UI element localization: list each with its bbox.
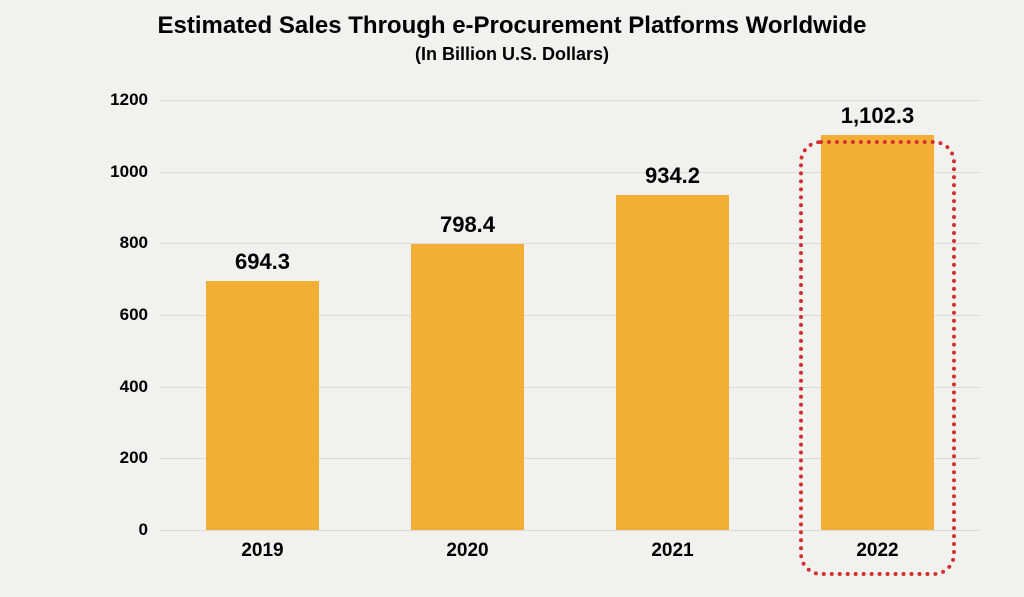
chart-container: Estimated Sales Through e-Procurement Pl… bbox=[0, 0, 1024, 597]
bar: 1,102.3 bbox=[821, 135, 934, 530]
x-tick-label: 2022 bbox=[856, 530, 898, 562]
y-tick-label: 800 bbox=[120, 233, 160, 253]
y-tick-label: 0 bbox=[139, 520, 160, 540]
bar-value-label: 694.3 bbox=[235, 249, 290, 281]
x-tick-label: 2019 bbox=[241, 530, 283, 562]
y-tick-label: 200 bbox=[120, 448, 160, 468]
bar: 798.4 bbox=[411, 244, 524, 530]
chart-subtitle: (In Billion U.S. Dollars) bbox=[0, 44, 1024, 65]
bar-value-label: 1,102.3 bbox=[841, 103, 914, 135]
y-tick-label: 400 bbox=[120, 377, 160, 397]
gridline bbox=[160, 100, 980, 101]
chart-title: Estimated Sales Through e-Procurement Pl… bbox=[0, 12, 1024, 40]
y-tick-label: 1200 bbox=[110, 90, 160, 110]
bar: 694.3 bbox=[206, 281, 319, 530]
bar-value-label: 934.2 bbox=[645, 163, 700, 195]
bar-value-label: 798.4 bbox=[440, 212, 495, 244]
y-tick-label: 1000 bbox=[110, 162, 160, 182]
bar: 934.2 bbox=[616, 195, 729, 530]
plot-area: 020040060080010001200694.32019798.420209… bbox=[160, 100, 980, 530]
x-tick-label: 2021 bbox=[651, 530, 693, 562]
x-tick-label: 2020 bbox=[446, 530, 488, 562]
y-tick-label: 600 bbox=[120, 305, 160, 325]
